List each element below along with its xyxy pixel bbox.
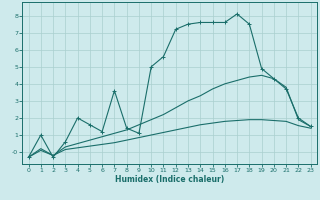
X-axis label: Humidex (Indice chaleur): Humidex (Indice chaleur): [115, 175, 224, 184]
